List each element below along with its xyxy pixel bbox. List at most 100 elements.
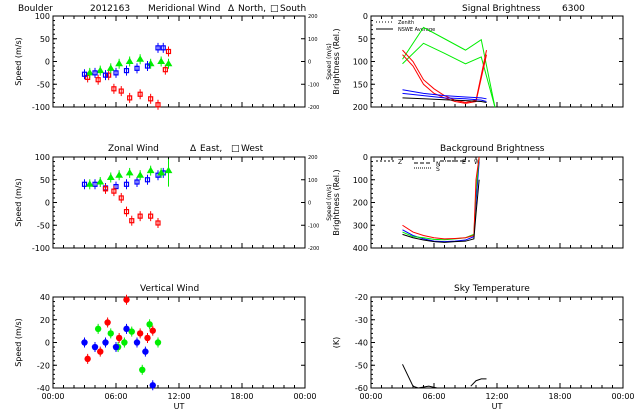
sky-y-tick-label: -60	[355, 384, 368, 393]
vertical-y-tick-label: 20	[40, 316, 50, 325]
vertical-x-tick-label: 00:00	[41, 392, 64, 401]
zonal-legend-square-icon: □	[231, 144, 240, 154]
vertical-point-red	[104, 319, 111, 326]
meridional-y-axis-label: Speed (m/s)	[14, 37, 23, 86]
meridional-point-green	[106, 64, 115, 71]
vertical-point-green	[128, 328, 135, 335]
meridional-point-green	[85, 68, 94, 76]
meridional-legend-south: South	[280, 4, 306, 14]
vertical-title: Vertical Wind	[140, 284, 199, 294]
vertical-point-red	[115, 334, 123, 342]
signal-y-tick-label: 0	[363, 12, 368, 21]
sky-x-tick-label: 00:00	[611, 392, 634, 401]
vertical-point-blue	[123, 325, 130, 333]
zonal-point-red	[111, 188, 117, 194]
background-y-tick-label: 400	[353, 244, 368, 253]
signal-series-line-black	[402, 97, 487, 103]
zonal-point-blue	[81, 181, 88, 187]
sky-x-tick-label: 18:00	[548, 392, 571, 401]
meridional-y-tick-label: 100	[35, 12, 50, 21]
zonal-point-green	[146, 166, 155, 174]
sky-x-tick-label: 00:00	[359, 392, 382, 401]
meridional-point-red	[148, 96, 154, 102]
vertical-point-green	[154, 339, 162, 346]
meridional-y-tick-label: -50	[37, 80, 50, 89]
meridional-title: Meridional Wind	[148, 4, 220, 14]
vertical-y-tick-label: 0	[45, 339, 50, 348]
background-y-tick-label: 100	[353, 176, 368, 185]
vertical-point-green	[94, 325, 102, 333]
vertical-y-axis-label: Speed (m/s)	[14, 318, 23, 367]
meridional-point-green	[96, 66, 105, 74]
meridional-point-blue	[92, 70, 98, 76]
background-legend-label: S	[436, 166, 440, 173]
background-series-line-red	[402, 156, 480, 240]
sky-y-tick-label: -50	[355, 361, 368, 370]
vertical-point-blue	[133, 339, 141, 346]
background-series-line-black	[402, 179, 480, 243]
meridional-point-red	[106, 72, 112, 78]
zonal-plot-frame	[52, 156, 306, 249]
zonal-right-tick-label: -200	[308, 246, 319, 252]
sky-series-line-black	[470, 378, 487, 387]
vertical-point-red	[149, 327, 156, 334]
signal-title: Signal Brightness	[462, 4, 541, 14]
vertical-point-blue	[81, 339, 88, 346]
meridional-point-blue	[102, 72, 109, 78]
meridional-point-green	[146, 59, 155, 67]
meridional-point-blue	[113, 70, 119, 76]
meridional-point-green	[136, 55, 145, 62]
sky-x-axis-label: UT	[492, 402, 503, 411]
vertical-point-red	[144, 334, 151, 342]
meridional-point-red	[111, 86, 117, 92]
vertical-point-red	[123, 296, 130, 303]
sky-y-axis-label: (K)	[332, 337, 341, 349]
meridional-point-blue	[160, 45, 166, 51]
sky-y-tick-label: -30	[355, 316, 368, 325]
meridional-right-tick-label: -200	[308, 105, 319, 111]
header-site: Boulder	[18, 4, 53, 14]
meridional-point-red	[95, 77, 101, 83]
vertical-y-tick-label: 40	[40, 293, 50, 302]
signal-legend-average: NSWE Average	[398, 27, 435, 33]
meridional-legend-north: North,	[238, 4, 266, 14]
meridional-y-tick-label: 50	[40, 35, 50, 44]
meridional-point-red	[155, 102, 161, 108]
zonal-point-green	[136, 171, 145, 178]
zonal-point-green	[106, 173, 115, 180]
meridional-point-green	[115, 59, 124, 67]
meridional-right-tick-label: 100	[308, 37, 318, 43]
sky-title: Sky Temperature	[454, 284, 530, 294]
meridional-point-blue	[134, 65, 140, 71]
zonal-right-tick-label: -100	[308, 223, 319, 229]
meridional-right-tick-label: -100	[308, 82, 319, 88]
zonal-y-tick-label: 100	[35, 153, 50, 162]
vertical-x-tick-label: 00:00	[293, 392, 316, 401]
vertical-point-blue	[91, 343, 99, 351]
sky-x-tick-label: 06:00	[422, 392, 445, 401]
zonal-legend-east: East,	[200, 144, 222, 154]
meridional-point-red	[165, 48, 172, 55]
meridional-point-red	[137, 91, 143, 97]
zonal-point-green	[96, 178, 105, 185]
background-legend-label: E	[462, 159, 466, 166]
zonal-point-blue	[123, 181, 130, 187]
zonal-right-tick-label: 100	[308, 178, 318, 184]
meridional-point-green	[157, 57, 166, 64]
vertical-point-blue	[142, 348, 149, 355]
zonal-point-red	[102, 186, 109, 192]
background-series-line-green	[402, 156, 480, 241]
meridional-legend-square-icon: □	[270, 4, 279, 14]
meridional-point-green	[125, 57, 134, 64]
sky-series-line-black	[402, 364, 438, 389]
vertical-point-red	[136, 330, 144, 337]
vertical-point-green	[146, 321, 153, 328]
zonal-point-red	[137, 213, 143, 219]
meridional-legend-triangle-icon: Δ	[228, 4, 235, 14]
meridional-y-tick-label: 0	[45, 58, 50, 67]
vertical-x-tick-label: 06:00	[104, 392, 127, 401]
meridional-right-tick-label: 0	[308, 60, 311, 66]
vertical-point-green	[121, 339, 128, 346]
zonal-right-tick-label: 0	[308, 201, 311, 207]
zonal-y-tick-label: -50	[37, 221, 50, 230]
